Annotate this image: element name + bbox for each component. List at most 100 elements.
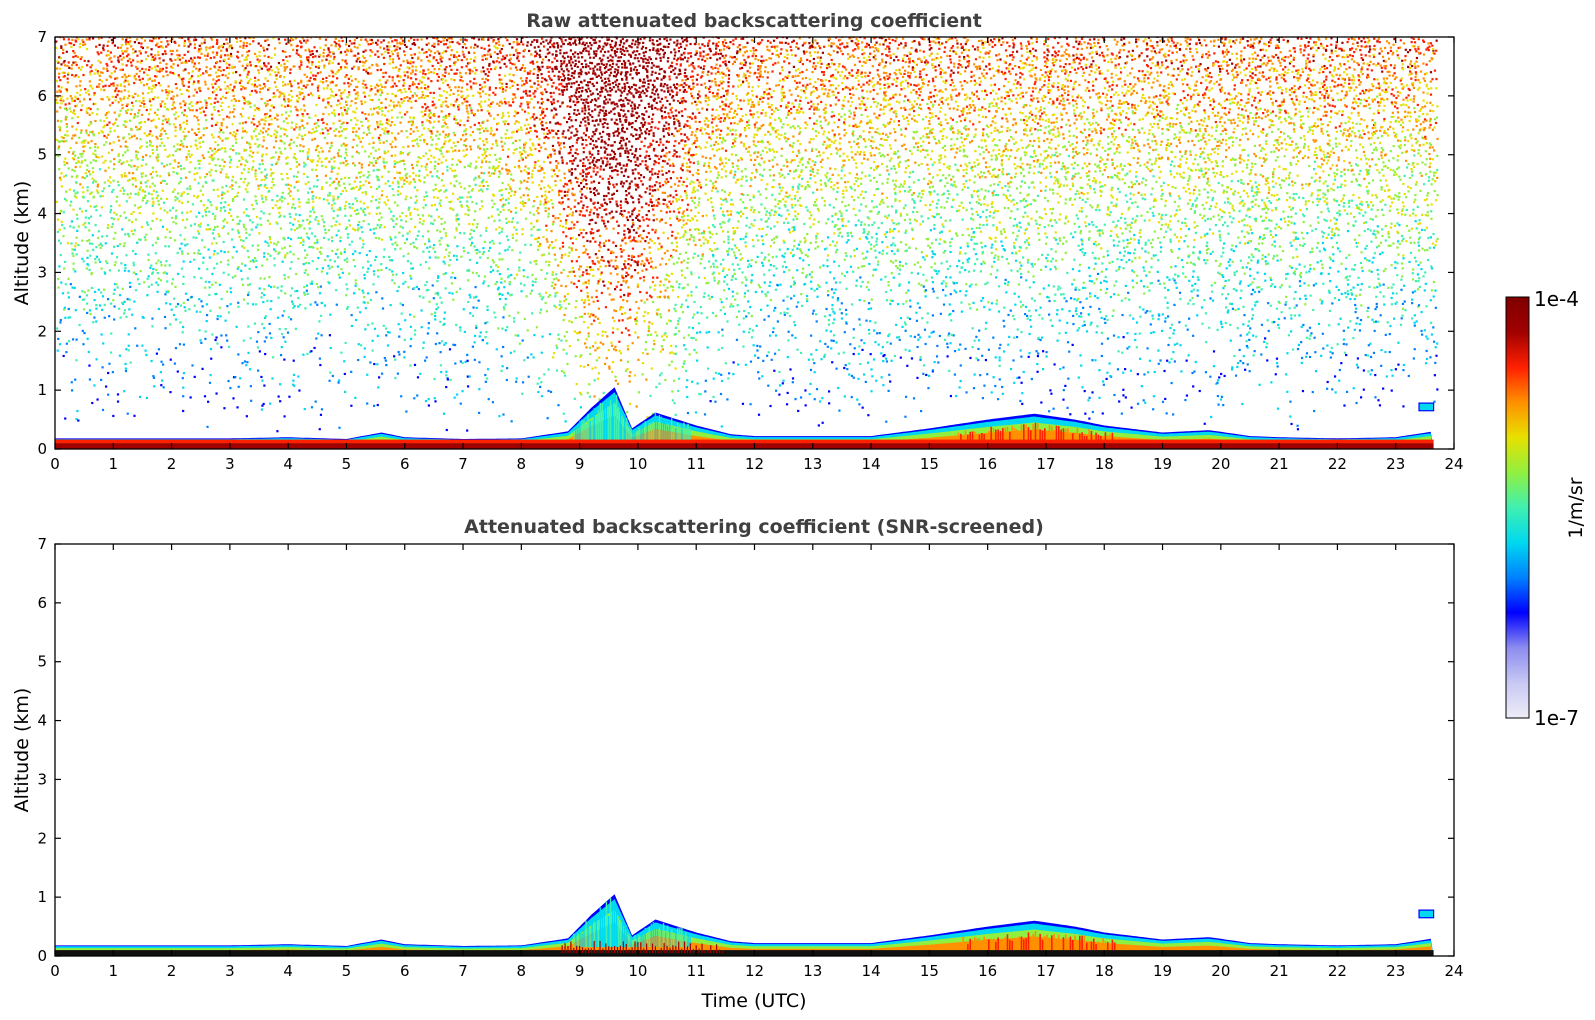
noise-dot bbox=[604, 225, 607, 228]
noise-dot bbox=[298, 389, 301, 392]
noise-dot bbox=[475, 272, 478, 275]
noise-dot bbox=[1357, 276, 1360, 279]
noise-dot bbox=[560, 256, 563, 259]
noise-dot bbox=[363, 277, 366, 280]
noise-dot bbox=[831, 307, 834, 311]
noise-dot bbox=[1331, 246, 1334, 249]
noise-dot bbox=[205, 228, 208, 231]
noise-dot bbox=[1358, 293, 1362, 296]
noise-dot bbox=[297, 305, 300, 308]
noise-dot bbox=[823, 355, 826, 358]
noise-dot bbox=[654, 266, 657, 269]
noise-dot bbox=[443, 343, 446, 346]
noise-dot bbox=[922, 256, 925, 259]
noise-dot bbox=[610, 259, 613, 262]
noise-dot bbox=[128, 298, 131, 301]
noise-dot bbox=[590, 296, 594, 299]
noise-dot bbox=[573, 274, 577, 278]
noise-dot bbox=[1008, 335, 1011, 339]
noise-dot bbox=[707, 240, 710, 243]
noise-dot bbox=[1239, 297, 1242, 300]
noise-dot bbox=[704, 238, 707, 241]
noise-dot bbox=[1198, 389, 1201, 393]
noise-dot bbox=[682, 286, 686, 289]
noise-dot bbox=[1143, 292, 1146, 295]
noise-dot bbox=[896, 336, 899, 339]
noise-dot bbox=[263, 255, 266, 258]
noise-dot bbox=[686, 261, 689, 264]
noise-dot bbox=[152, 212, 155, 215]
noise-dot bbox=[1138, 306, 1141, 309]
noise-dot bbox=[1312, 308, 1315, 312]
noise-dot bbox=[1087, 238, 1091, 241]
noise-dot bbox=[114, 261, 117, 264]
noise-dot bbox=[1298, 263, 1301, 266]
noise-dot bbox=[1050, 218, 1053, 221]
noise-dot bbox=[1208, 228, 1212, 231]
noise-dot bbox=[1058, 237, 1061, 240]
noise-dot bbox=[1345, 353, 1348, 357]
noise-dot bbox=[343, 248, 347, 251]
noise-dot bbox=[498, 252, 501, 255]
noise-dot bbox=[1277, 225, 1280, 229]
noise-dot bbox=[1345, 343, 1348, 346]
noise-dot bbox=[626, 411, 629, 414]
noise-dot bbox=[123, 312, 126, 315]
noise-dot bbox=[426, 332, 429, 335]
noise-dot bbox=[586, 364, 590, 367]
noise-dot bbox=[1429, 236, 1432, 239]
noise-dot bbox=[211, 272, 214, 276]
noise-dot bbox=[1380, 349, 1383, 352]
noise-dot bbox=[1342, 329, 1345, 332]
noise-dot bbox=[235, 325, 238, 328]
noise-dot bbox=[853, 249, 856, 252]
noise-dot bbox=[890, 244, 893, 247]
noise-dot bbox=[677, 257, 680, 260]
noise-dot bbox=[1025, 227, 1028, 231]
noise-dot bbox=[331, 249, 334, 252]
noise-dot bbox=[766, 304, 769, 307]
noise-dot bbox=[1036, 370, 1039, 373]
noise-dot bbox=[639, 234, 642, 237]
noise-dot bbox=[283, 246, 286, 249]
noise-dot bbox=[536, 240, 539, 243]
noise-dot bbox=[601, 330, 604, 333]
noise-dot bbox=[413, 225, 417, 229]
noise-dot bbox=[453, 343, 457, 347]
noise-dot bbox=[694, 243, 697, 247]
noise-dot bbox=[863, 264, 866, 268]
noise-dot bbox=[969, 356, 972, 360]
noise-dot bbox=[824, 342, 827, 346]
noise-dot bbox=[635, 316, 638, 319]
noise-dot bbox=[418, 221, 421, 224]
noise-dot bbox=[1199, 213, 1202, 216]
noise-dot bbox=[798, 257, 802, 260]
noise-dot bbox=[243, 360, 247, 363]
noise-dot bbox=[953, 350, 957, 353]
noise-dot bbox=[455, 323, 458, 326]
noise-dot bbox=[1434, 346, 1437, 349]
noise-dot bbox=[1021, 304, 1025, 307]
noise-dot bbox=[1298, 274, 1302, 277]
noise-dot bbox=[182, 395, 185, 398]
noise-dot bbox=[719, 263, 723, 266]
noise-dot bbox=[693, 348, 696, 352]
noise-dot bbox=[467, 213, 470, 217]
noise-dot bbox=[354, 284, 357, 287]
noise-dot bbox=[510, 273, 513, 277]
noise-dot bbox=[744, 235, 747, 238]
noise-dot bbox=[338, 379, 341, 382]
noise-dot bbox=[318, 292, 322, 295]
noise-dot bbox=[919, 358, 922, 361]
noise-dot bbox=[1193, 238, 1196, 242]
noise-dot bbox=[885, 360, 889, 363]
noise-dot bbox=[66, 242, 70, 245]
noise-dot bbox=[227, 345, 231, 348]
noise-dot bbox=[167, 289, 170, 293]
noise-dot bbox=[1184, 221, 1187, 225]
noise-dot bbox=[400, 312, 403, 315]
noise-dot bbox=[273, 242, 276, 245]
noise-dot bbox=[1329, 258, 1333, 261]
noise-dot bbox=[521, 392, 524, 395]
noise-dot bbox=[324, 231, 327, 235]
